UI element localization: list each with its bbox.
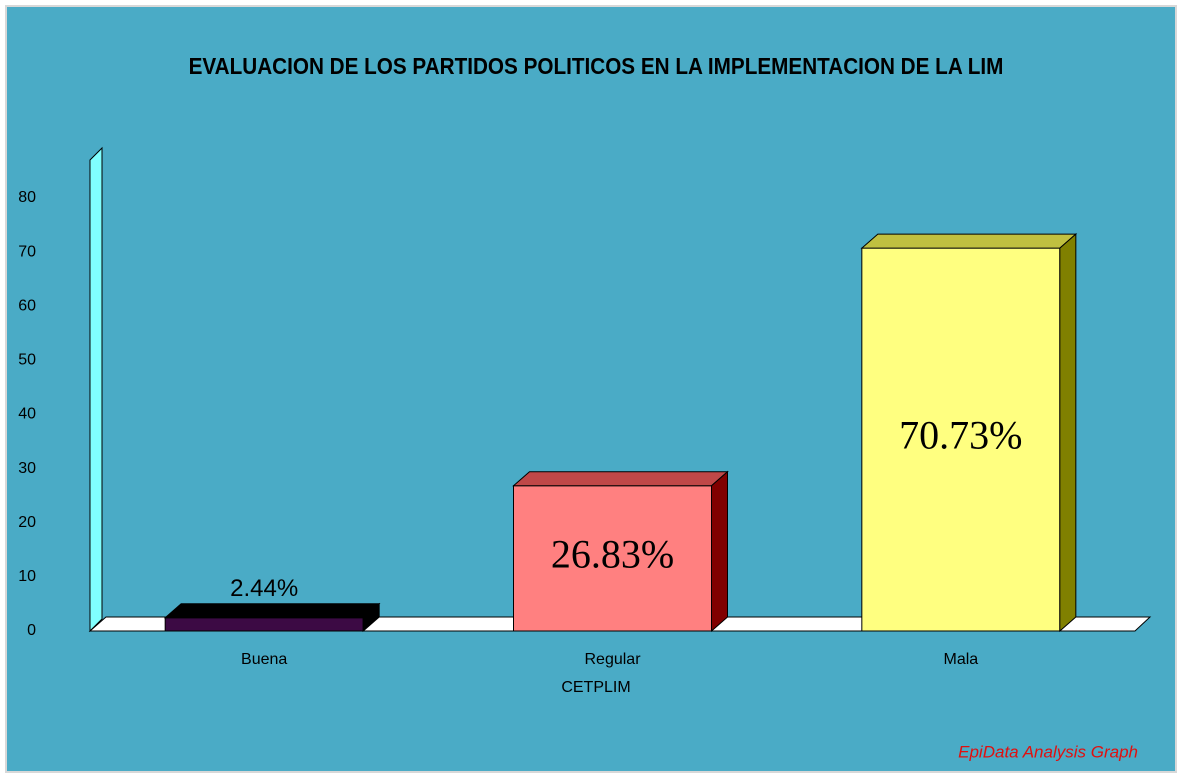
bar-top: [163, 603, 381, 619]
y-tick-label: 60: [18, 297, 36, 314]
x-tick-label: Regular: [584, 651, 641, 668]
x-axis-label: CETPLIM: [561, 679, 630, 696]
y-tick-label: 20: [18, 514, 36, 531]
bar-side: [362, 602, 380, 633]
footer: EpiData Analysis Graph: [958, 742, 1138, 761]
y-tick-label: 70: [18, 243, 36, 260]
y-tick-label: 30: [18, 460, 36, 477]
bar-top: [860, 233, 1078, 249]
bar: [861, 247, 1061, 632]
axis-wall: [89, 146, 103, 633]
y-tick-label: 50: [18, 352, 36, 369]
y-tick-label: 10: [18, 568, 36, 585]
bar: [164, 617, 364, 632]
bar-side: [711, 470, 728, 633]
y-tick-label: 0: [27, 622, 36, 639]
bar-side: [1059, 232, 1077, 633]
value-label: 70.73%: [899, 413, 1022, 458]
y-tick-label: 40: [18, 406, 36, 423]
y-tick-label: 80: [18, 189, 36, 206]
x-tick-label: Mala: [943, 651, 978, 668]
chart-title: EVALUACION DE LOS PARTIDOS POLITICOS EN …: [189, 53, 1004, 79]
value-label: 26.83%: [551, 532, 674, 577]
x-tick-label: Buena: [241, 651, 287, 668]
value-label: 2.44%: [230, 575, 298, 602]
bar-top: [512, 471, 729, 487]
